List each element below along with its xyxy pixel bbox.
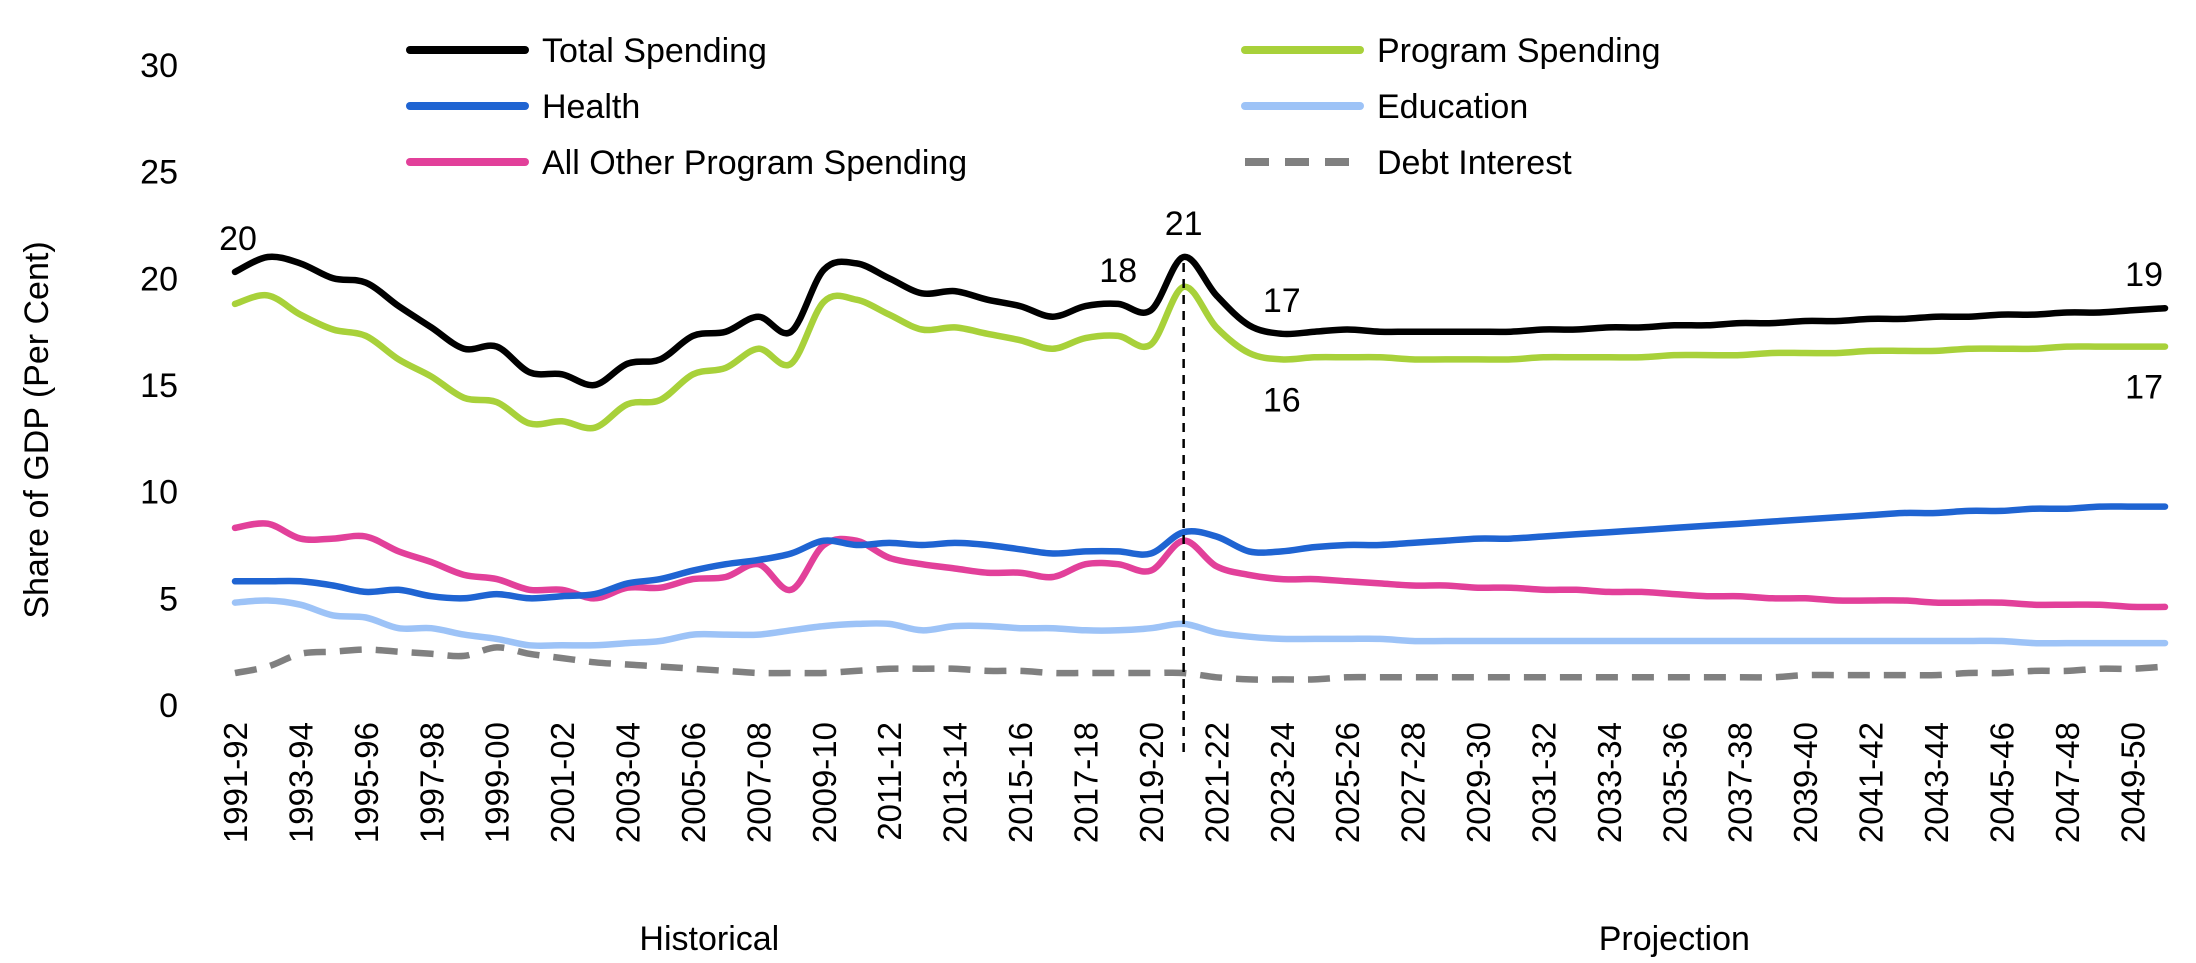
x-tick-label-1997-98: 1997-98 (413, 722, 450, 843)
legend-label-all-other-program-spending: All Other Program Spending (542, 144, 967, 182)
x-axis: 1991-92 1993-94 1995-96 1997-98 1999-00 2001-… (217, 722, 2151, 843)
x-tick-label-2019-20: 2019-20 (1133, 722, 1170, 843)
x-tick-label-2021-22: 2021-22 (1198, 722, 1235, 843)
series-line-all-other-program-spending (231, 520, 2169, 611)
x-tick-label-2003-04: 2003-04 (610, 722, 647, 843)
x-tick-label-2015-16: 2015-16 (1002, 722, 1039, 843)
x-tick-label-2043-44: 2043-44 (1918, 722, 1955, 843)
x-tick-label-2007-08: 2007-08 (740, 722, 777, 843)
x-tick-label-2041-42: 2041-42 (1853, 722, 1890, 843)
data-label-program-spending-2050-51: 17 (2125, 369, 2163, 407)
legend-label-health: Health (542, 88, 640, 126)
y-axis: 0 5 10 15 20 25 30 (140, 47, 178, 725)
x-tick-label-2037-38: 2037-38 (1722, 722, 1759, 843)
legend-item-program-spending: Program Spending (1241, 32, 1661, 70)
x-tick-label-2017-18: 2017-18 (1068, 722, 1105, 843)
x-tick-label-2013-14: 2013-14 (937, 722, 974, 843)
legend-item-health: Health (406, 88, 640, 126)
series-line-program-spending (231, 283, 2169, 432)
section-label-historical: Historical (639, 920, 779, 958)
x-tick-label-2011-12: 2011-12 (871, 722, 908, 841)
legend-item-debt-interest: Debt Interest (1245, 144, 1572, 182)
x-tick-label-2001-02: 2001-02 (544, 722, 581, 843)
legend-item-education: Education (1241, 88, 1528, 126)
x-tick-label-2045-46: 2045-46 (1983, 722, 2020, 843)
series-line-debt-interest (234, 644, 2166, 683)
x-tick-label-1991-92: 1991-92 (217, 722, 254, 843)
x-tick-label-2047-48: 2047-48 (2049, 722, 2086, 843)
x-tick-label-2005-06: 2005-06 (675, 722, 712, 843)
data-label-total-spending-2020-21: 21 (1165, 205, 1203, 243)
y-tick-label-10: 10 (140, 474, 178, 512)
section-labels: Historical Projection (639, 920, 1750, 958)
series-lines (231, 253, 2169, 683)
legend-label-debt-interest: Debt Interest (1377, 144, 1572, 182)
legend-label-program-spending: Program Spending (1377, 32, 1661, 70)
series-line-health (231, 503, 2169, 602)
series-line-education (231, 597, 2169, 649)
legend-item-all-other-program-spending: All Other Program Spending (406, 144, 967, 182)
x-tick-label-1999-00: 1999-00 (479, 722, 516, 843)
x-tick-label-2035-36: 2035-36 (1656, 722, 1693, 843)
y-axis-title: Share of GDP (Per Cent) (18, 241, 56, 618)
legend-label-education: Education (1377, 88, 1528, 126)
x-tick-label-2027-28: 2027-28 (1395, 722, 1432, 843)
y-tick-label-5: 5 (159, 580, 178, 618)
x-tick-label-2049-50: 2049-50 (2114, 722, 2151, 843)
data-label-total-spending-2050-51: 19 (2125, 256, 2163, 294)
section-label-projection: Projection (1599, 920, 1750, 958)
x-tick-label-2009-10: 2009-10 (806, 722, 843, 843)
x-tick-label-2023-24: 2023-24 (1264, 722, 1301, 843)
x-tick-label-1995-96: 1995-96 (348, 722, 385, 843)
legend-label-total-spending: Total Spending (542, 32, 767, 70)
x-tick-label-2029-30: 2029-30 (1460, 722, 1497, 843)
y-tick-label-20: 20 (140, 260, 178, 298)
data-label-total-spending-1991-92: 20 (219, 220, 257, 258)
data-labels: 20 18 21 17 19 16 17 (219, 205, 2163, 419)
x-tick-label-2025-26: 2025-26 (1329, 722, 1366, 843)
data-label-total-spending-2023-24: 17 (1263, 282, 1301, 320)
y-tick-label-30: 30 (140, 47, 178, 85)
y-tick-label-0: 0 (159, 687, 178, 725)
x-tick-label-2039-40: 2039-40 (1787, 722, 1824, 843)
data-label-program-spending-2023-24: 16 (1263, 381, 1301, 419)
data-label-total-spending-2018-19: 18 (1099, 252, 1137, 290)
x-tick-label-2033-34: 2033-34 (1591, 722, 1628, 843)
x-tick-label-2031-32: 2031-32 (1525, 722, 1562, 843)
legend: Total Spending Program Spending Health Educ… (406, 32, 1661, 182)
x-tick-label-1993-94: 1993-94 (282, 722, 319, 843)
y-tick-label-25: 25 (140, 154, 178, 192)
legend-item-total-spending: Total Spending (406, 32, 767, 70)
series-line-total-spending (231, 253, 2169, 389)
y-tick-label-15: 15 (140, 367, 178, 405)
